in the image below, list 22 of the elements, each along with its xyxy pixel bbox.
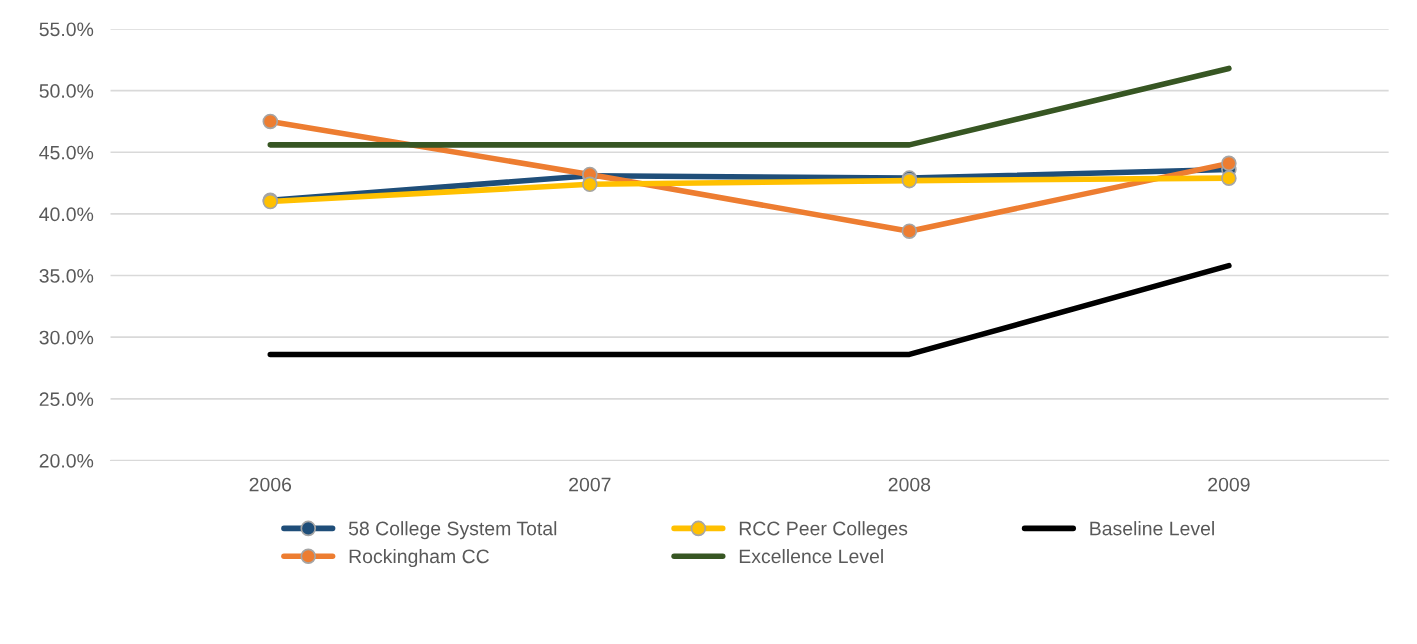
point bbox=[1221, 170, 1237, 186]
legend-label: 58 College System Total bbox=[348, 521, 557, 540]
point bbox=[582, 176, 598, 193]
x-tick-label: 2009 bbox=[1208, 477, 1250, 492]
x-tick-label: 2008 bbox=[888, 477, 931, 492]
point bbox=[901, 223, 918, 239]
legend-label: Baseline Level bbox=[1090, 521, 1214, 536]
y-tick-label: 35.0% bbox=[39, 269, 94, 283]
y-tick-label: 25.0% bbox=[39, 392, 94, 407]
x-tick-label: 2006 bbox=[249, 477, 292, 492]
y-tick-label: 50.0% bbox=[39, 84, 94, 98]
y-tick-label: 30.0% bbox=[39, 330, 94, 345]
legend-label: Rockingham CC bbox=[349, 548, 489, 568]
point bbox=[262, 113, 279, 130]
y-tick-label: 20.0% bbox=[39, 453, 94, 468]
point bbox=[1221, 155, 1237, 172]
y-tick-label: 55.0% bbox=[39, 22, 94, 37]
x-tick-label: 2007 bbox=[569, 477, 611, 492]
legend-label: Excellence Level bbox=[739, 548, 883, 564]
legend-label: RCC Peer Colleges bbox=[739, 521, 908, 540]
y-tick-label: 45.0% bbox=[39, 145, 94, 160]
y-tick-label: 40.0% bbox=[39, 207, 94, 222]
